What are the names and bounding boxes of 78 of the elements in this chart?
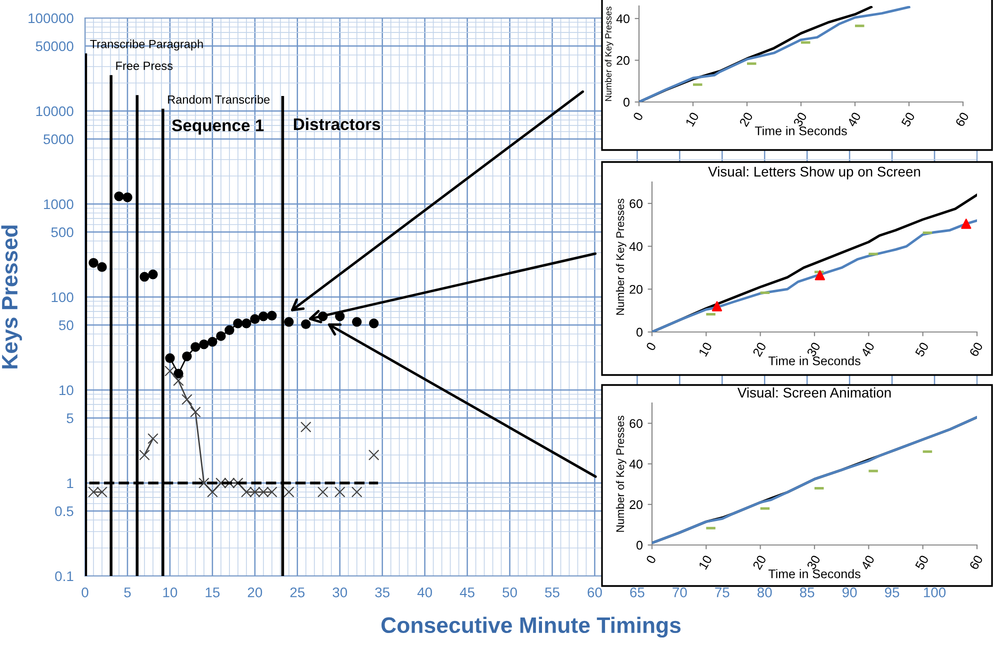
y-tick-label: 5	[66, 413, 74, 424]
x-tick-label: 90	[842, 587, 857, 598]
chart-title: Visual: Screen Animation	[737, 387, 891, 398]
x-tick-label: 60	[588, 587, 602, 598]
annotation: Sequence 1	[172, 119, 264, 135]
chart-title: Visual: Letters Show up on Screen	[708, 166, 920, 180]
x-tick-label: 35	[375, 587, 390, 598]
y-axis-title: Keys Pressed	[1, 226, 22, 368]
x-tick-label: 20	[739, 112, 754, 128]
y-tick-label: 40	[629, 460, 642, 469]
x-tick-label: 30	[793, 112, 808, 128]
x-tick-label: 40	[860, 342, 875, 358]
x-tick-label: 15	[206, 588, 220, 598]
x-tick-label: 75	[715, 588, 730, 598]
annotation: Distractors	[294, 118, 380, 130]
y-tick-label: 50000	[36, 41, 74, 52]
x-tick-label: 10	[698, 554, 712, 570]
x-tick-label: 50	[502, 587, 517, 598]
x-tick-label: 70	[672, 587, 687, 598]
y-tick-label: 100000	[28, 13, 74, 24]
x-tick-label: 30	[806, 554, 821, 570]
y-tick-label: 5000	[44, 134, 74, 144]
x-tick-label: 40	[846, 112, 862, 128]
x-axis-title: Consecutive Minute Timings	[381, 616, 681, 638]
x-tick-label: 95	[884, 587, 900, 598]
x-tick-label: 30	[806, 342, 821, 358]
x-tick-label: 30	[332, 587, 348, 598]
x-tick-label: 80	[758, 587, 772, 598]
x-tick-label: 50	[914, 554, 929, 570]
y-tick-label: 50	[58, 320, 74, 330]
x-tick-label: 40	[860, 554, 875, 570]
y-tick-label: 0	[636, 328, 642, 337]
y-axis-title: Number of Key Presses	[616, 416, 626, 532]
x-tick-label: 60	[955, 112, 970, 128]
y-tick-label: 20	[616, 56, 630, 65]
y-tick-label: 0.1	[55, 571, 74, 582]
x-tick-label: 5	[124, 588, 131, 598]
y-axis-title: Number of Key Presses	[616, 198, 626, 315]
x-tick-label: 20	[248, 587, 262, 598]
x-tick-label: 10	[163, 587, 178, 598]
y-tick-label: 0	[624, 98, 630, 107]
y-axis-title: Number of Key Presses	[604, 6, 614, 101]
x-tick-label: 10	[698, 342, 712, 357]
y-tick-label: 20	[630, 500, 642, 510]
x-axis-title: Time in Seconds	[768, 356, 860, 366]
x-tick-label: 20	[752, 342, 766, 358]
series-label: Free Press	[116, 62, 173, 70]
y-tick-label: 10000	[36, 106, 74, 116]
y-tick-label: 1	[67, 478, 74, 488]
y-tick-label: 0.5	[55, 506, 74, 516]
x-tick-label: 60	[969, 554, 984, 570]
y-tick-label: 1000	[44, 199, 74, 210]
y-tick-label: 500	[51, 227, 74, 238]
x-tick-label: 55	[545, 588, 560, 598]
x-tick-label: 0	[646, 342, 656, 352]
x-tick-label: 50	[901, 112, 916, 128]
y-tick-label: 40	[629, 242, 642, 251]
x-tick-label: 65	[630, 587, 644, 598]
x-tick-label: 10	[685, 112, 700, 127]
x-axis-title: Time in Seconds	[768, 569, 860, 578]
y-tick-label: 100	[52, 292, 74, 302]
x-tick-label: 0	[646, 554, 656, 564]
y-tick-label: 10	[60, 385, 74, 396]
y-tick-label: 60	[630, 199, 642, 208]
x-tick-label: 45	[460, 588, 474, 598]
x-tick-label: 40	[417, 587, 432, 598]
x-tick-label: 0	[82, 587, 88, 598]
x-axis-title: Time in Seconds	[754, 126, 847, 136]
y-tick-label: 0	[636, 540, 642, 550]
y-tick-label: 60	[630, 419, 642, 428]
y-tick-label: 20	[630, 284, 642, 294]
y-tick-label: 40	[616, 14, 630, 24]
x-tick-label: 20	[752, 554, 766, 570]
x-tick-label: 100	[924, 587, 946, 598]
x-tick-label: 60	[969, 342, 984, 358]
x-tick-label: 50	[914, 342, 929, 358]
x-tick-label: 25	[290, 587, 305, 598]
x-tick-label: 85	[800, 587, 814, 598]
